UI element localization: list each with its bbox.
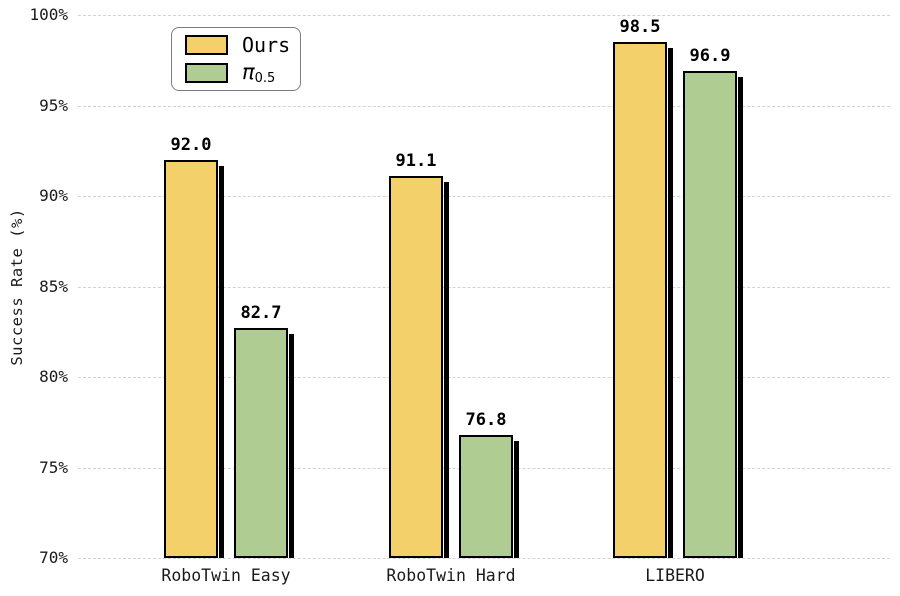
y-tick-label-95: 95% — [39, 95, 68, 115]
legend-swatch-ours — [185, 35, 228, 55]
legend-label-pi05: π0.5 — [242, 60, 276, 86]
gridline-85 — [78, 286, 890, 288]
value-label-Ours-0: 92.0 — [170, 135, 212, 156]
legend-item-ours: Ours — [185, 35, 300, 55]
y-tick-label-80: 80% — [39, 367, 68, 386]
y-tick-label-100: 100% — [29, 5, 68, 24]
x-tick-label-1: RoboTwin Hard — [386, 566, 516, 585]
y-tick-label-70: 70% — [39, 548, 68, 567]
x-tick-label-2: LIBERO — [645, 566, 705, 585]
value-label-pi_0.5-1: 76.8 — [465, 410, 507, 431]
legend-text-ours: Ours — [242, 33, 291, 57]
plot-area: 92.0 82.7 91.1 76.8 98.5 96.9 — [78, 15, 890, 559]
bar-Ours-2 — [613, 42, 673, 558]
legend-swatch-pi05 — [185, 62, 228, 83]
gridline-70 — [78, 558, 890, 559]
legend: Ours π0.5 — [171, 27, 301, 91]
gridline-80 — [78, 377, 890, 378]
value-label-pi_0.5-0: 82.7 — [240, 303, 282, 324]
legend-item-pi05: π0.5 — [185, 60, 300, 86]
gridline-95 — [78, 105, 890, 107]
y-tick-label-85: 85% — [39, 276, 68, 296]
legend-label-ours: Ours — [242, 35, 290, 55]
bar-pi_0.5-2 — [683, 71, 743, 558]
value-label-Ours-1: 91.1 — [395, 151, 437, 172]
y-tick-label-75: 75% — [39, 457, 68, 477]
value-label-Ours-2: 98.5 — [619, 17, 661, 38]
bar-pi_0.5-1 — [459, 434, 519, 559]
gridline-90 — [78, 196, 890, 197]
bar-Ours-1 — [389, 176, 449, 558]
bar-pi_0.5-0 — [234, 328, 294, 558]
y-tick-label-90: 90% — [39, 186, 68, 205]
legend-text-pi05: π — [242, 60, 255, 84]
value-label-pi_0.5-2: 96.9 — [689, 46, 731, 67]
bar-Ours-0 — [164, 159, 224, 559]
legend-sub-pi05: 0.5 — [254, 71, 276, 86]
gridline-100 — [78, 15, 890, 16]
x-tick-label-0: RoboTwin Easy — [161, 566, 291, 585]
